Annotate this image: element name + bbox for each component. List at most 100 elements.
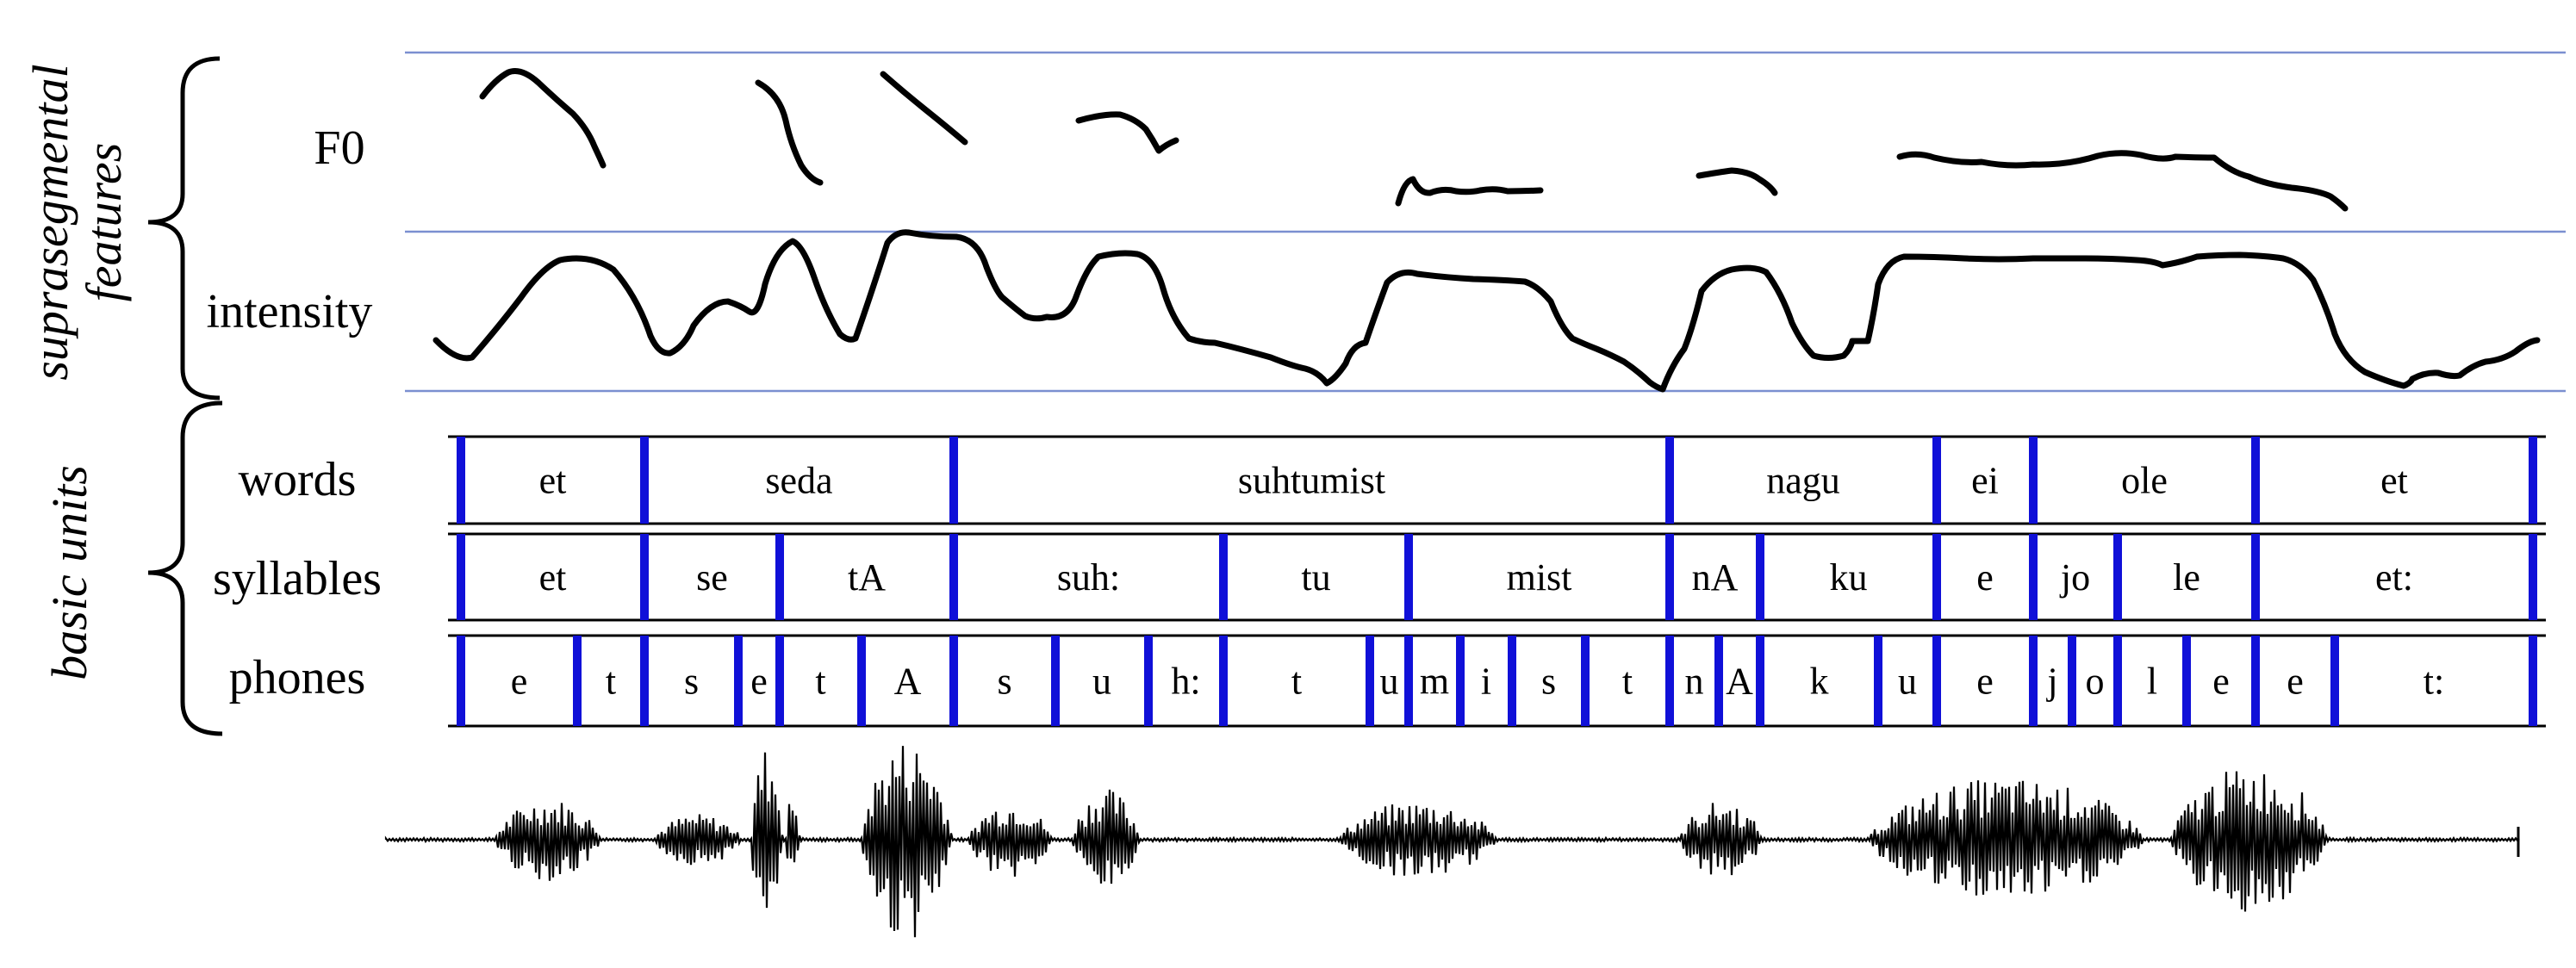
phone-label: e <box>2287 661 2304 703</box>
boundary-marker <box>2529 636 2537 726</box>
boundary-marker <box>1366 636 1374 726</box>
boundary-marker <box>2182 636 2191 726</box>
boundary-marker <box>1874 636 1882 726</box>
boundary-marker <box>1219 636 1228 726</box>
syllable-label: mist <box>1507 556 1572 599</box>
boundary-marker <box>573 636 582 726</box>
boundary-marker <box>1404 534 1413 620</box>
phone-label: e <box>2212 661 2230 703</box>
boundary-marker <box>775 636 784 726</box>
boundary-marker <box>640 437 649 524</box>
syllable-label: tu <box>1301 556 1330 599</box>
boundary-marker <box>1581 636 1590 726</box>
boundary-marker <box>1932 437 1941 524</box>
boundary-marker <box>734 636 743 726</box>
phone-label: t <box>815 661 825 703</box>
boundary-marker <box>2029 636 2038 726</box>
phone-label: j <box>2045 661 2057 703</box>
boundary-marker <box>1665 437 1674 524</box>
phone-label: t: <box>2424 661 2444 703</box>
word-label: ei <box>1971 460 1999 502</box>
boundary-marker <box>640 636 649 726</box>
phone-label: u <box>1898 661 1917 703</box>
boundary-marker <box>1756 534 1764 620</box>
group-label-suprasegmental-line2: features <box>76 143 132 302</box>
tier-syllables: et se tA suh: tu mist nA ku e jo le et: <box>448 532 2546 622</box>
boundary-marker <box>949 636 958 726</box>
syllable-label: et: <box>2375 556 2413 599</box>
boundary-marker <box>2068 636 2076 726</box>
word-label: suhtumist <box>1238 460 1385 502</box>
boundary-marker <box>2251 636 2260 726</box>
syllable-label: jo <box>2059 556 2090 599</box>
phone-label: t <box>1622 661 1633 703</box>
phone-label: i <box>1481 661 1491 703</box>
group-suprasegmental: suprasegmental features <box>22 56 221 400</box>
boundary-marker <box>1932 534 1941 620</box>
boundary-marker <box>2529 437 2537 524</box>
phone-label: k <box>1810 661 1829 703</box>
brace-basic-units <box>147 400 223 736</box>
phone-label: u <box>1092 661 1111 703</box>
phone-label: o <box>2086 661 2105 703</box>
group-label-basic-units: basic units <box>41 465 97 680</box>
group-label-suprasegmental-line1: suprasegmental <box>22 64 78 380</box>
phone-label: A <box>894 661 922 703</box>
syllable-label: suh: <box>1057 556 1120 599</box>
f0-segment <box>1395 176 1544 207</box>
prosody-guide-lines <box>405 51 2566 393</box>
waveform-trace <box>384 746 2520 938</box>
row-label-syllables: syllables <box>213 552 382 605</box>
f0-segment <box>1075 111 1179 154</box>
boundary-marker <box>1508 636 1516 726</box>
boundary-marker <box>2029 437 2038 524</box>
syllable-label: e <box>1976 556 1994 599</box>
boundary-marker <box>2113 534 2122 620</box>
boundary-marker <box>2330 636 2339 726</box>
intensity-contour <box>432 229 2541 393</box>
syllable-label: le <box>2173 556 2200 599</box>
phone-label: s <box>997 661 1011 703</box>
phone-label: e <box>750 661 768 703</box>
boundary-marker <box>1404 636 1413 726</box>
boundary-marker <box>2113 636 2122 726</box>
boundary-marker <box>1665 534 1674 620</box>
phone-label: e <box>1976 661 1994 703</box>
boundary-marker <box>1665 636 1674 726</box>
boundary-marker <box>1051 636 1060 726</box>
row-label-phones: phones <box>229 651 366 704</box>
word-label: nagu <box>1766 460 1840 502</box>
brace-suprasegmental <box>147 56 221 400</box>
word-label: seda <box>765 460 832 502</box>
syllable-label: et <box>539 556 567 599</box>
boundary-marker <box>1456 636 1465 726</box>
f0-segment <box>880 71 968 146</box>
boundary-marker <box>640 534 649 620</box>
boundary-marker <box>2251 437 2260 524</box>
tier-words: et seda suhtumist nagu ei ole et <box>448 435 2546 525</box>
f0-contour <box>479 68 2349 212</box>
f0-segment <box>1696 167 1778 196</box>
boundary-marker <box>1756 636 1764 726</box>
boundary-marker <box>457 534 465 620</box>
boundary-marker <box>949 437 958 524</box>
boundary-marker <box>1932 636 1941 726</box>
phone-label: u <box>1380 661 1399 703</box>
syllable-label: se <box>696 556 728 599</box>
f0-segment <box>755 79 824 186</box>
boundary-marker <box>1219 534 1228 620</box>
phone-label: s <box>684 661 699 703</box>
boundary-marker <box>2029 534 2038 620</box>
boundary-marker <box>1714 636 1723 726</box>
boundary-marker <box>949 534 958 620</box>
row-label-f0: F0 <box>314 121 364 175</box>
phone-label: t <box>606 661 616 703</box>
phone-label: A <box>1726 661 1753 703</box>
row-label-words: words <box>239 453 357 506</box>
phone-label: t <box>1291 661 1302 703</box>
syllable-label: ku <box>1830 556 1868 599</box>
row-label-intensity: intensity <box>207 285 373 338</box>
